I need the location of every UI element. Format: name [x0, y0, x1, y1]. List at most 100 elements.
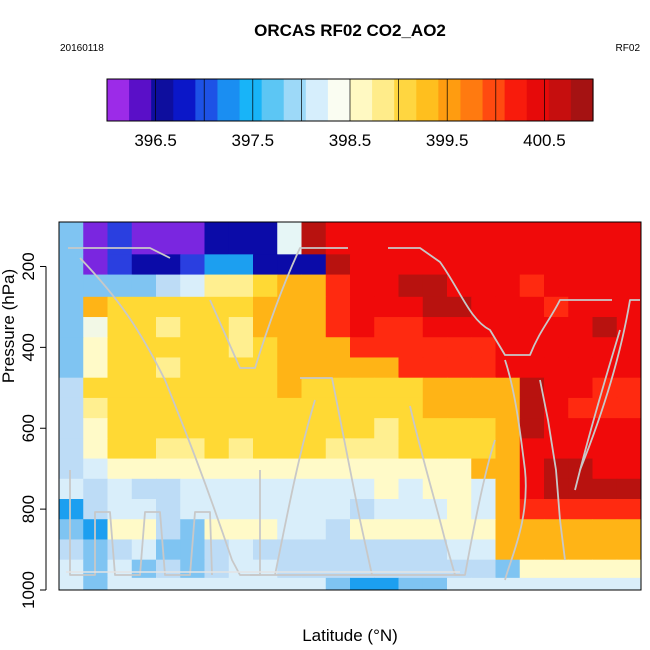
colorbar-swatch	[350, 79, 373, 121]
heatmap-cell	[277, 539, 302, 561]
heatmap-cell	[180, 559, 205, 579]
heatmap-cell	[180, 478, 205, 500]
heatmap-cell	[374, 337, 399, 358]
heatmap-cell	[544, 337, 569, 358]
heatmap-cell	[471, 357, 496, 379]
chart-flight-label: RF02	[616, 43, 641, 54]
colorbar-swatch	[416, 79, 439, 121]
heatmap-cell	[471, 397, 496, 419]
heatmap-cell	[350, 499, 375, 520]
heatmap-cell	[180, 458, 205, 480]
colorbar-swatch	[526, 79, 550, 121]
heatmap-cell	[180, 499, 205, 520]
colorbar-swatch	[570, 79, 594, 121]
colorbar-tick-label: 398.5	[329, 131, 372, 150]
heatmap-cell	[131, 577, 157, 591]
heatmap-cell	[156, 296, 181, 318]
heatmap-cell	[495, 577, 521, 591]
heatmap-cell	[592, 539, 618, 561]
heatmap-cell	[325, 222, 351, 255]
flight-track	[388, 247, 612, 356]
heatmap-cell	[592, 499, 618, 520]
heatmap-cell	[471, 418, 496, 439]
colorbar-swatch	[195, 79, 219, 121]
heatmap-cell	[350, 559, 375, 579]
heatmap-cell	[325, 296, 351, 318]
heatmap-cell	[107, 254, 133, 276]
heatmap-cell	[325, 559, 351, 579]
heatmap-cell	[301, 222, 327, 255]
heatmap-cell	[83, 317, 108, 338]
heatmap-cell	[544, 317, 569, 338]
heatmap-cell	[156, 499, 181, 520]
heatmap-cell	[131, 478, 157, 500]
heatmap-cell	[592, 296, 618, 318]
heatmap-cell	[204, 397, 230, 419]
heatmap-cell	[471, 296, 496, 318]
heatmap-cell	[568, 559, 593, 579]
heatmap-cell	[447, 577, 472, 591]
heatmap-cell	[544, 222, 569, 255]
heatmap-cell	[616, 254, 642, 276]
heatmap-cell	[592, 317, 618, 338]
heatmap-cell	[301, 577, 327, 591]
heatmap-cell	[253, 539, 278, 561]
heatmap-cell	[228, 397, 254, 419]
heatmap-cell	[616, 499, 642, 520]
heatmap-cell	[495, 539, 521, 561]
heatmap-cell	[204, 254, 230, 276]
heatmap-cell	[519, 478, 545, 500]
heatmap-cell	[471, 499, 496, 520]
heatmap-cell	[277, 357, 302, 379]
heatmap-cell	[204, 577, 230, 591]
heatmap-cell	[374, 296, 399, 318]
heatmap-cell	[228, 478, 254, 500]
heatmap-cell	[398, 337, 424, 358]
heatmap-cell	[253, 337, 278, 358]
heatmap-cell	[253, 274, 278, 298]
heatmap-cell	[204, 317, 230, 338]
colorbar-swatch	[548, 79, 572, 121]
heatmap-cell	[374, 438, 399, 460]
heatmap-cell	[204, 559, 230, 579]
heatmap-cell	[592, 337, 618, 358]
heatmap-cell	[495, 337, 521, 358]
heatmap-cell	[519, 274, 545, 298]
heatmap-cell	[204, 222, 230, 255]
heatmap-cell	[301, 254, 327, 276]
heatmap-cell	[83, 438, 108, 460]
heatmap-cell	[83, 577, 108, 591]
heatmap-cell	[253, 222, 278, 255]
flight-track-lines	[66, 247, 640, 581]
heatmap-cell	[253, 317, 278, 338]
heatmap-cell	[131, 418, 157, 439]
heatmap-cell	[156, 539, 181, 561]
heatmap-cell	[253, 499, 278, 520]
heatmap-cell	[616, 539, 642, 561]
heatmap-cell	[350, 337, 375, 358]
heatmap-cell	[422, 499, 448, 520]
heatmap-cell	[228, 438, 254, 460]
heatmap-cell	[616, 337, 642, 358]
heatmap-cell	[519, 418, 545, 439]
heatmap-cell	[180, 274, 205, 298]
heatmap-cell	[301, 296, 327, 318]
heatmap-cell	[519, 499, 545, 520]
heatmap-cell	[350, 296, 375, 318]
heatmap-cell	[325, 337, 351, 358]
heatmap-cell	[59, 539, 84, 561]
heatmap-cell	[495, 317, 521, 338]
heatmap-cell	[422, 254, 448, 276]
heatmap-cell	[350, 377, 375, 399]
heatmap-cell	[83, 418, 108, 439]
heatmap-cell	[447, 254, 472, 276]
colorbar-swatch	[283, 79, 307, 121]
y-axis: 200 400 600 800 1000	[19, 252, 47, 609]
heatmap-cell	[398, 478, 424, 500]
heatmap-cell	[325, 499, 351, 520]
heatmap-cell	[422, 377, 448, 399]
heatmap-cell	[374, 222, 399, 255]
heatmap-cell	[325, 539, 351, 561]
heatmap-cell	[107, 337, 133, 358]
heatmap-cell	[544, 577, 569, 591]
